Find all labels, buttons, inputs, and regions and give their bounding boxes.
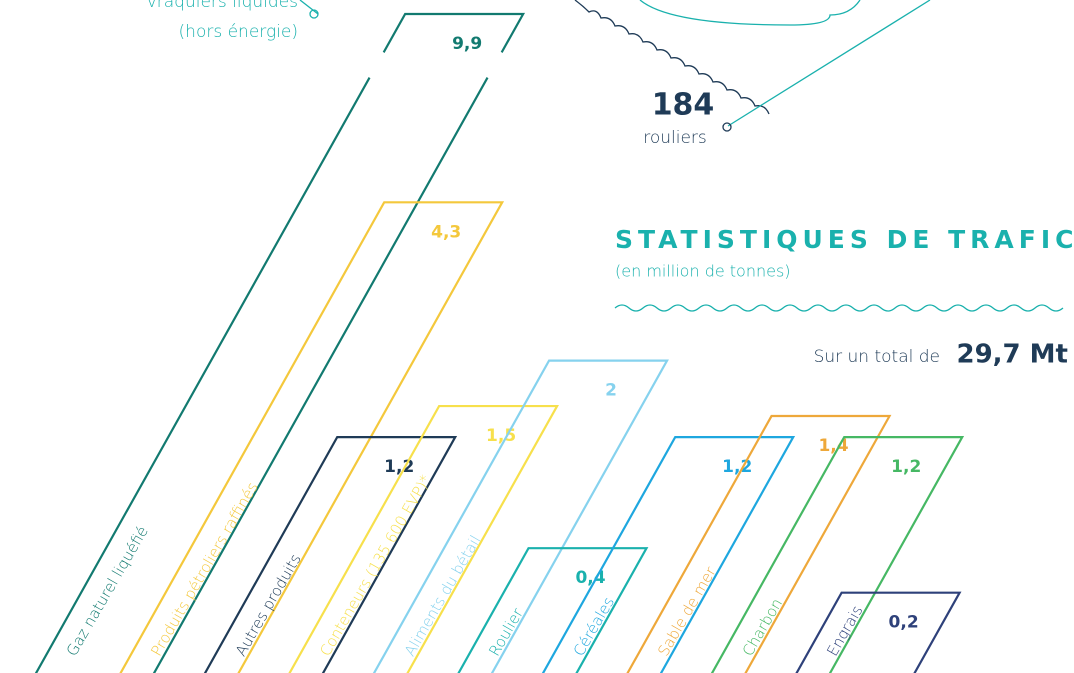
value-label: 4,3: [431, 222, 461, 242]
chart-subtitle: (en million de tonnes): [615, 262, 791, 281]
bar: [626, 414, 892, 673]
category-label: Engrais: [823, 602, 866, 659]
total: 29,7 Mt: [956, 340, 1068, 370]
bar: [457, 547, 649, 673]
annotation: (hors énergie): [179, 22, 298, 42]
bar: [119, 201, 505, 673]
annotation: vraquiers liquides: [147, 0, 298, 12]
annotation: rouliers: [643, 128, 707, 148]
category-label: Charbon: [739, 595, 786, 659]
axis-break: [484, 51, 506, 79]
total-prefix: Sur un total de: [814, 347, 940, 367]
bar: [710, 435, 965, 673]
category-label: Sable de mer: [654, 563, 720, 659]
decoration: [299, 0, 1064, 312]
bar: [541, 435, 796, 673]
value-label: 2: [605, 381, 617, 401]
value-label: 9,9: [452, 34, 482, 54]
value-label: 0,2: [889, 613, 919, 633]
bar: [288, 404, 559, 673]
bar: [34, 12, 526, 673]
axis-break: [366, 51, 388, 79]
bar: [203, 435, 458, 673]
bar: [372, 359, 669, 673]
annotation: 184: [652, 88, 715, 123]
value-label: 1,2: [891, 457, 921, 477]
chart-title: STATISTIQUES DE TRAFIC: [615, 225, 1074, 254]
bar: [795, 591, 962, 673]
category-label: Céréales: [570, 594, 618, 659]
category-label: Gaz naturel liquéfié: [63, 523, 152, 659]
